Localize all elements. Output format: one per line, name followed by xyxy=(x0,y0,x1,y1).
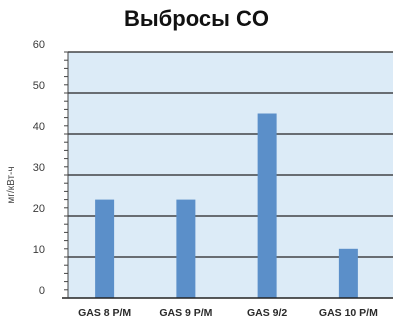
y-tick-label: 30 xyxy=(33,162,45,174)
x-tick-label: GAS 10 P/M xyxy=(319,307,378,319)
y-axis-label: мг/кВт-ч xyxy=(6,166,17,203)
y-tick-label: 50 xyxy=(33,80,45,92)
y-tick-label: 10 xyxy=(33,244,45,256)
bar-4 xyxy=(338,248,358,298)
x-tick-label: GAS 9 P/M xyxy=(159,307,212,319)
bar-3 xyxy=(257,113,277,298)
y-tick-label: 0 xyxy=(39,285,45,297)
y-tick-label: 60 xyxy=(33,39,45,51)
chart-title: Выбросы CO xyxy=(124,6,269,31)
minor-ticks xyxy=(64,51,68,299)
x-tick-label: GAS 8 P/M xyxy=(78,307,131,319)
x-tick-label: GAS 9/2 xyxy=(247,307,287,319)
bars xyxy=(95,113,358,298)
bar-1 xyxy=(95,199,115,298)
y-tick-labels: 0 10 20 30 40 50 60 xyxy=(33,39,45,297)
gridlines xyxy=(68,51,393,258)
bar-2 xyxy=(176,199,196,298)
x-tick-labels: GAS 8 P/M GAS 9 P/M GAS 9/2 GAS 10 P/M xyxy=(78,307,378,319)
y-tick-label: 40 xyxy=(33,121,45,133)
y-tick-label: 20 xyxy=(33,203,45,215)
